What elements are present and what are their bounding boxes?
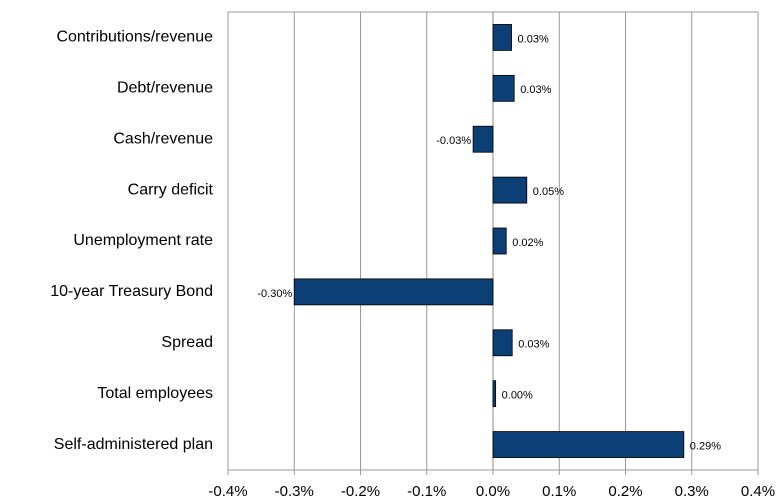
bar bbox=[293, 278, 494, 306]
data-label: 0.05% bbox=[533, 186, 564, 198]
x-tick-label: 0.0% bbox=[476, 483, 510, 500]
data-label: 0.00% bbox=[502, 390, 533, 402]
category-label: Self-administered plan bbox=[54, 436, 213, 453]
category-label: Total employees bbox=[97, 385, 213, 402]
data-label: 0.02% bbox=[512, 237, 543, 249]
category-label: Carry deficit bbox=[128, 181, 214, 198]
x-tick-label: -0.4% bbox=[208, 483, 247, 500]
data-label: 0.29% bbox=[690, 440, 721, 452]
category-label: Unemployment rate bbox=[73, 232, 213, 249]
x-tick-label: 0.1% bbox=[542, 483, 576, 500]
bar bbox=[492, 431, 685, 458]
bar bbox=[472, 125, 494, 153]
x-tick-label: 0.4% bbox=[741, 483, 775, 500]
x-tick-label: -0.2% bbox=[341, 483, 380, 500]
x-tick-label: -0.3% bbox=[275, 483, 314, 500]
category-label: Debt/revenue bbox=[117, 80, 213, 97]
category-label: Cash/revenue bbox=[113, 130, 213, 147]
data-label: 0.03% bbox=[518, 33, 549, 45]
data-label: -0.30% bbox=[257, 288, 292, 300]
x-tick-label: 0.2% bbox=[608, 483, 642, 500]
x-tick-label: 0.3% bbox=[675, 483, 709, 500]
bar bbox=[492, 176, 528, 204]
x-tick-label: -0.1% bbox=[407, 483, 446, 500]
data-label: 0.03% bbox=[518, 339, 549, 351]
bar bbox=[492, 74, 515, 102]
category-label: Contributions/revenue bbox=[56, 29, 213, 46]
data-label: -0.03% bbox=[436, 135, 471, 147]
bar bbox=[492, 227, 507, 255]
category-label: Spread bbox=[161, 334, 213, 351]
bar bbox=[492, 329, 513, 357]
bar bbox=[492, 380, 497, 408]
data-label: 0.03% bbox=[520, 84, 551, 96]
category-label: 10-year Treasury Bond bbox=[50, 283, 213, 300]
bar bbox=[492, 24, 512, 51]
